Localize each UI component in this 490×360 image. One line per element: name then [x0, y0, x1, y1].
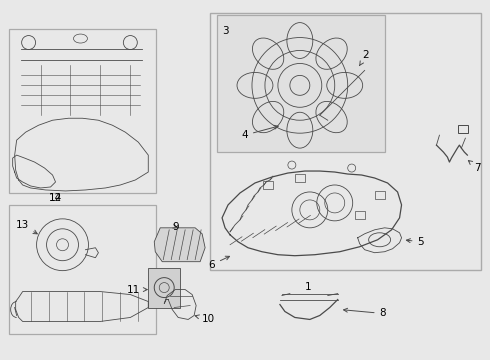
- Bar: [458, 125, 468, 133]
- Bar: [217, 15, 385, 152]
- Bar: [9, 205, 156, 334]
- Text: 14: 14: [49, 193, 62, 203]
- Text: 13: 13: [15, 220, 37, 234]
- Text: 7: 7: [468, 161, 481, 173]
- Bar: [210, 13, 481, 270]
- Polygon shape: [154, 228, 205, 262]
- Bar: [295, 174, 305, 182]
- Text: 11: 11: [127, 284, 147, 294]
- Text: 10: 10: [195, 314, 215, 324]
- Text: 4: 4: [242, 125, 278, 140]
- Text: 8: 8: [343, 308, 386, 319]
- Text: 6: 6: [208, 256, 229, 270]
- Bar: [9, 28, 156, 193]
- Text: 9: 9: [172, 222, 178, 232]
- Text: 5: 5: [406, 237, 424, 247]
- Text: 1: 1: [304, 282, 311, 292]
- Text: 12: 12: [49, 193, 62, 203]
- Bar: [263, 181, 273, 189]
- Bar: [355, 211, 365, 219]
- Text: 2: 2: [360, 50, 369, 66]
- Bar: [148, 268, 180, 307]
- Text: 3: 3: [222, 26, 229, 36]
- Bar: [375, 191, 385, 199]
